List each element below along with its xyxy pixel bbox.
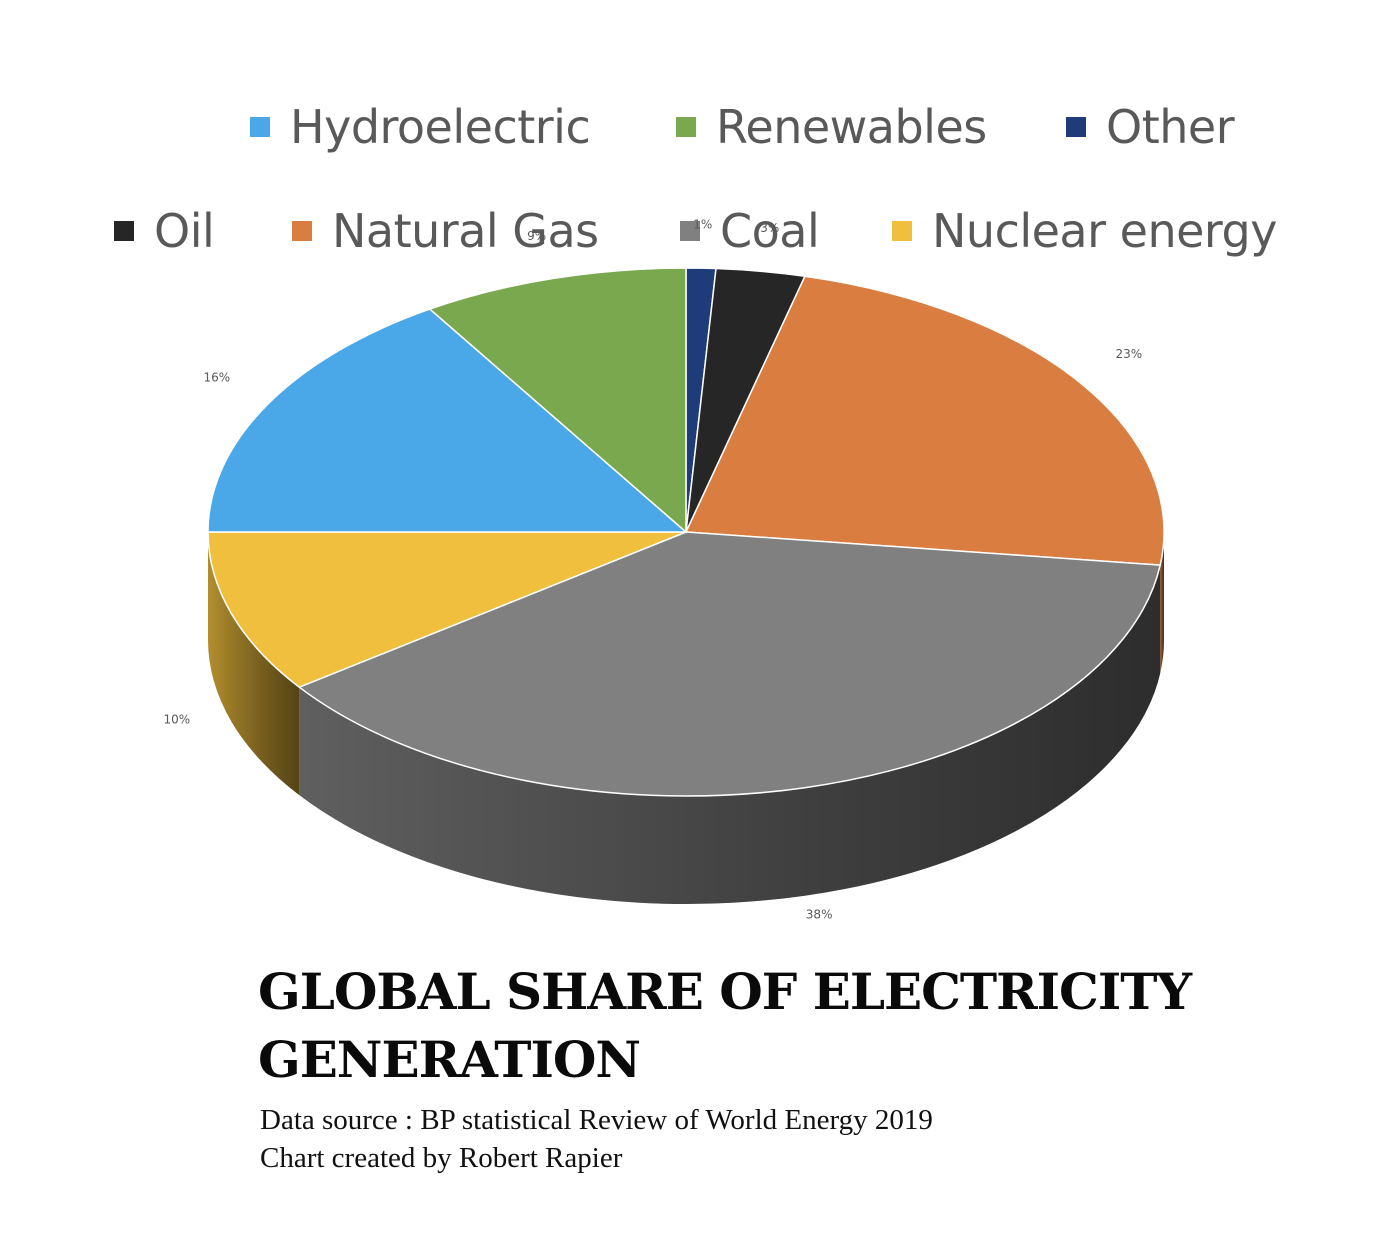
pie-top-faces [207,267,1165,797]
legend-swatch-renewables [676,117,696,137]
chart-title: GLOBAL SHARE OF ELECTRICITY GENERATION [258,962,1192,1089]
legend-item-renewables: Renewables [676,92,987,162]
pie-label-other: 1% [693,217,712,231]
legend-label-coal: Coal [720,204,820,258]
pie-label-hydroelectric: 16% [204,371,231,385]
pie-chart: 1% 3% 23% 38% 10% 16% 9% [164,217,1165,921]
pie-side-shade-nuclear-energy [208,532,300,796]
legend-item-coal: Coal [680,196,820,266]
legend-row-2: Oil Natural Gas Coal Nuclear energy [0,196,1394,266]
legend-label-hydroelectric: Hydroelectric [290,100,591,154]
pie-side-shade-natural-gas [1160,532,1164,674]
legend-item-natural-gas: Natural Gas [292,196,599,266]
pie-data-labels: 1% 3% 23% 38% 10% 16% 9% [164,217,1143,921]
legend-swatch-oil [114,221,134,241]
pie-label-oil: 3% [760,221,779,235]
pie-label-renewables: 9% [527,229,546,243]
legend-swatch-hydroelectric [250,117,270,137]
pie-label-nuclear-energy: 10% [164,712,191,726]
legend-label-natural-gas: Natural Gas [332,204,599,258]
legend-label-renewables: Renewables [716,100,987,154]
pie-label-natural-gas: 23% [1115,347,1142,361]
pie-side-walls [208,532,1164,904]
legend-row-1: Hydroelectric Renewables Other [0,92,1394,162]
legend-label-nuclear-energy: Nuclear energy [932,204,1277,258]
pie-side-shade-coal [299,565,1161,904]
legend-item-other: Other [1066,92,1235,162]
pie-slice-coal [297,531,1162,797]
chart-subtitle-credit: Chart created by Robert Rapier [260,1142,623,1174]
pie-slice-renewables [428,267,687,534]
legend-label-oil: Oil [154,204,215,258]
legend-swatch-natural-gas [292,221,312,241]
legend-swatch-other [1066,117,1086,137]
legend-label-other: Other [1106,100,1235,154]
pie-slice-hydroelectric [207,308,689,533]
chart-subtitle-source: Data source : BP statistical Review of W… [260,1104,933,1136]
pie-label-coal: 38% [806,907,833,921]
pie-slice-natural-gas [684,275,1165,566]
legend-item-hydroelectric: Hydroelectric [250,92,591,162]
legend-item-oil: Oil [114,196,215,266]
legend-swatch-nuclear-energy [892,221,912,241]
pie-slice-nuclear-energy [207,531,687,689]
legend-item-nuclear-energy: Nuclear energy [892,196,1277,266]
legend-swatch-coal [680,221,700,241]
